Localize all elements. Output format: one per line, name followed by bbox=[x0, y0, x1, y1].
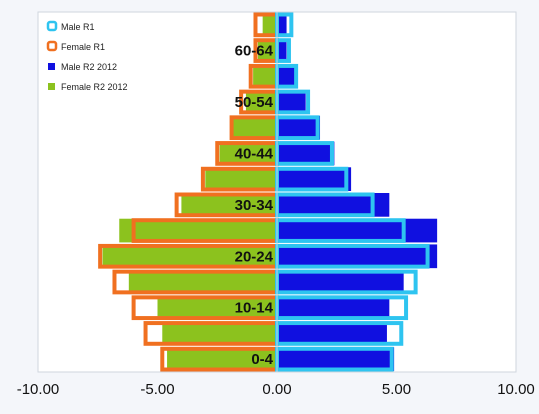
category-label-60-64: 60-64 bbox=[235, 43, 274, 60]
bars-layer bbox=[98, 12, 438, 372]
female-r2-2012-bar-10-14 bbox=[157, 295, 277, 320]
category-label-50-54: 50-54 bbox=[235, 94, 274, 111]
male-r2-2012-bar-0-4 bbox=[277, 347, 395, 371]
female-r2-2012-bar-25-29 bbox=[119, 218, 277, 243]
female-r2-2012-bar-65+ bbox=[262, 13, 277, 37]
legend-swatch bbox=[46, 20, 58, 32]
male-r2-2012-bar-40-44 bbox=[277, 141, 335, 166]
female-r2-2012-bar-50-54 bbox=[245, 90, 277, 114]
female-r2-2012-bar-35-39 bbox=[205, 167, 277, 191]
male-r2-2012-bar-30-34 bbox=[277, 193, 390, 217]
legend-swatch bbox=[48, 63, 55, 70]
legend-label: Female R1 bbox=[61, 42, 105, 52]
x-tick-label: 5.00 bbox=[382, 381, 411, 398]
legend-label: Male R1 bbox=[61, 22, 95, 32]
x-axis-ticks: -10.00 -5.00 0.00 5.00 10.00 bbox=[17, 381, 535, 398]
category-label-30-34: 30-34 bbox=[235, 197, 274, 214]
female-r2-2012-bar-30-34 bbox=[181, 193, 277, 217]
female-r2-2012-bar-20-24 bbox=[102, 244, 277, 269]
category-label-10-14: 10-14 bbox=[235, 300, 274, 317]
legend-label: Female R2 2012 bbox=[61, 82, 128, 92]
x-tick-label: -10.00 bbox=[17, 381, 60, 398]
female-r2-2012-bar-5-9 bbox=[162, 321, 277, 346]
male-r2-2012-bar-60-64 bbox=[277, 38, 287, 63]
male-r2-2012-bar-45-49 bbox=[277, 115, 321, 140]
male-r2-2012-bar-25-29 bbox=[277, 218, 438, 243]
male-r2-2012-bar-55-59 bbox=[277, 64, 297, 89]
legend-swatch bbox=[48, 83, 55, 90]
male-r2-2012-bar-50-54 bbox=[277, 90, 306, 114]
male-r2-2012-bar-10-14 bbox=[277, 295, 390, 320]
legend-swatch bbox=[46, 40, 58, 52]
female-r2-2012-bar-60-64 bbox=[257, 38, 277, 63]
male-r2-2012-bar-35-39 bbox=[277, 167, 352, 191]
female-r2-2012-bar-0-4 bbox=[167, 347, 277, 371]
category-label-20-24: 20-24 bbox=[235, 248, 274, 265]
female-r2-2012-bar-40-44 bbox=[219, 141, 277, 166]
legend-label: Male R2 2012 bbox=[61, 62, 117, 72]
male-r2-2012-bar-15-19 bbox=[277, 270, 404, 294]
male-r2-2012-bar-65+ bbox=[277, 13, 287, 37]
male-r2-2012-bar-20-24 bbox=[277, 244, 438, 269]
female-r2-2012-bar-55-59 bbox=[253, 64, 277, 89]
category-labels: 0-4 10-14 20-24 30-34 40-44 50-54 60-64 bbox=[235, 43, 274, 369]
x-tick-label: -5.00 bbox=[140, 381, 174, 398]
x-tick-label: 10.00 bbox=[497, 381, 535, 398]
category-label-40-44: 40-44 bbox=[235, 145, 274, 162]
female-r2-2012-bar-15-19 bbox=[128, 270, 277, 294]
male-r2-2012-bar-5-9 bbox=[277, 321, 387, 346]
x-tick-label: 0.00 bbox=[262, 381, 291, 398]
female-r2-2012-bar-45-49 bbox=[231, 115, 277, 140]
legend: Male R1 Female R1 Male R2 2012 Female R2 20… bbox=[46, 20, 128, 92]
category-label-0-4: 0-4 bbox=[251, 351, 273, 368]
